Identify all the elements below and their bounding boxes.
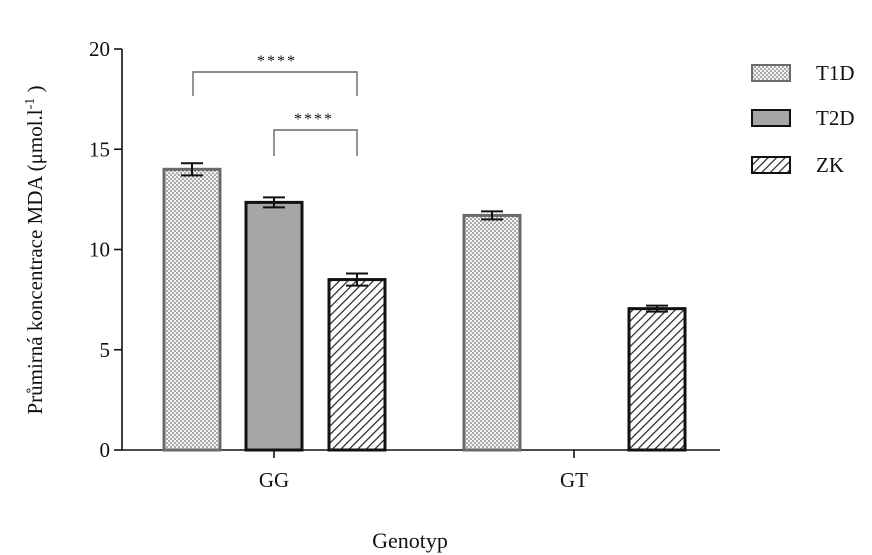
significance-label: **** (257, 53, 297, 70)
significance-bracket (192, 71, 358, 96)
bar-gt-zk (627, 307, 687, 452)
bar-gg-t1d (162, 167, 222, 452)
legend-swatch-t1d (751, 64, 791, 82)
y-tick-label: 0 (100, 438, 111, 462)
significance-label: **** (294, 111, 334, 128)
y-axis-title-close: ) (23, 85, 47, 97)
y-tick-label: 10 (89, 238, 110, 262)
legend-swatch-zk (751, 156, 791, 174)
y-axis-title-main: Průmirná koncentrace MDA (μmol.l (23, 109, 47, 414)
y-axis-title-superscript: -1 (23, 98, 38, 110)
x-tick-label: GT (560, 468, 588, 492)
x-tick-label: GG (259, 468, 289, 492)
legend-label-zk: ZK (816, 153, 844, 177)
y-tick-label: 15 (89, 137, 110, 161)
legend-swatch-t2d (751, 109, 791, 127)
bar-gg-t2d (244, 200, 304, 452)
legend-label-t1d: T1D (816, 61, 855, 85)
legend-label-t2d: T2D (816, 106, 855, 130)
y-tick-label: 20 (89, 37, 110, 61)
bar-gg-zk (327, 278, 387, 452)
y-axis-title: Průmirná koncentrace MDA (μmol.l-1 ) (23, 85, 47, 414)
bar-gt-t1d (462, 213, 522, 452)
y-tick-label: 5 (100, 338, 111, 362)
x-axis-title: Genotyp (372, 528, 448, 553)
significance-bracket (273, 129, 358, 156)
